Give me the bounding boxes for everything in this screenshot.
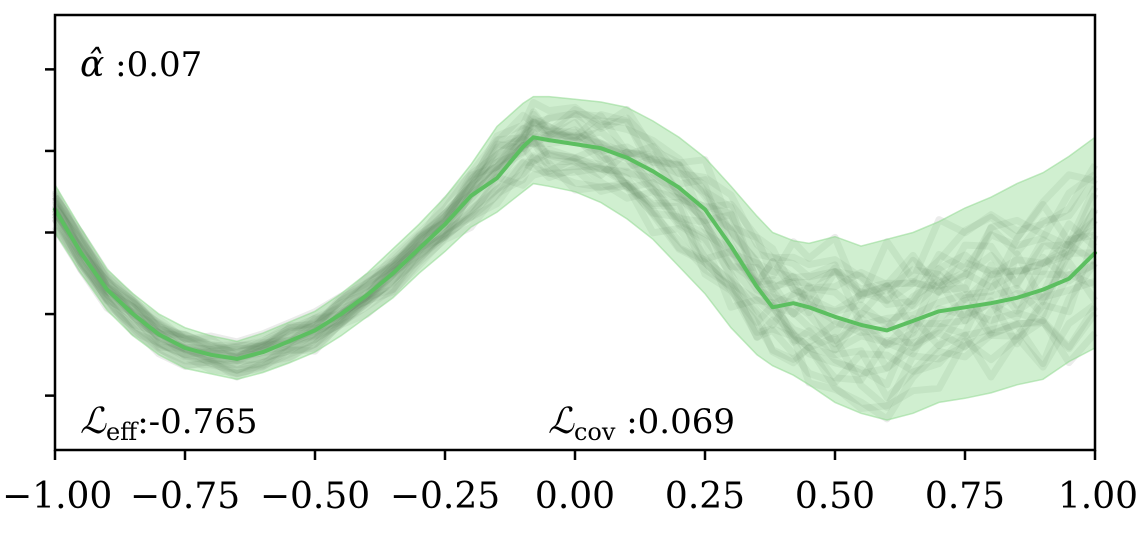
sample-path: [51, 120, 1097, 360]
band-lower-edge: [54, 182, 1096, 421]
sample-path: [51, 110, 1096, 356]
sample-path: [52, 132, 1098, 357]
alpha-hat-symbol: α̂: [80, 44, 104, 85]
l-cov-subscript: cov: [574, 418, 616, 446]
x-tick-label: −0.75: [130, 476, 240, 517]
sample-path: [52, 110, 1099, 354]
sample-path: [52, 137, 1097, 365]
sample-path: [52, 152, 1098, 386]
x-axis: −1.00 −0.75 −0.50 −0.25 0.00 0.25 0.50 0.75 1.00: [2, 450, 1138, 517]
y-axis: [45, 68, 55, 397]
sample-path: [51, 154, 1098, 412]
sample-path: [52, 110, 1098, 351]
sample-path: [52, 149, 1098, 402]
sample-path: [52, 158, 1098, 423]
sample-path: [51, 124, 1098, 357]
x-tick-label: 0.75: [925, 476, 1005, 517]
x-tick-label: 0.00: [535, 476, 615, 517]
sample-path: [51, 141, 1099, 378]
annotation-l-eff: ℒeff:-0.765: [80, 401, 257, 446]
sample-path: [51, 118, 1098, 354]
sample-path: [51, 159, 1097, 384]
sample-path: [51, 115, 1097, 356]
l-eff-value: :-0.765: [137, 402, 257, 442]
alpha-hat-value: :0.07: [104, 45, 202, 85]
x-tick-label: −0.50: [260, 476, 370, 517]
l-cov-symbol: ℒ: [548, 401, 575, 442]
x-tick-label: 0.25: [665, 476, 745, 517]
x-tick-label: −1.00: [2, 476, 112, 517]
l-eff-subscript: eff: [106, 418, 139, 446]
mean-line: [53, 135, 1097, 361]
sample-path: [52, 155, 1098, 411]
sample-path: [52, 119, 1099, 353]
x-tick-label: 1.00: [1058, 476, 1138, 517]
annotation-alpha-hat: α̂ :0.07: [80, 44, 202, 85]
l-eff-symbol: ℒ: [80, 401, 107, 442]
annotation-l-cov: ℒcov :0.069: [548, 401, 735, 446]
x-tick-label: 0.50: [795, 476, 875, 517]
confidence-band: [55, 96, 1095, 421]
x-tick-label: −0.25: [390, 476, 500, 517]
l-cov-value: :0.069: [615, 402, 735, 442]
band-upper-edge: [54, 95, 1096, 343]
sample-path: [51, 106, 1098, 360]
